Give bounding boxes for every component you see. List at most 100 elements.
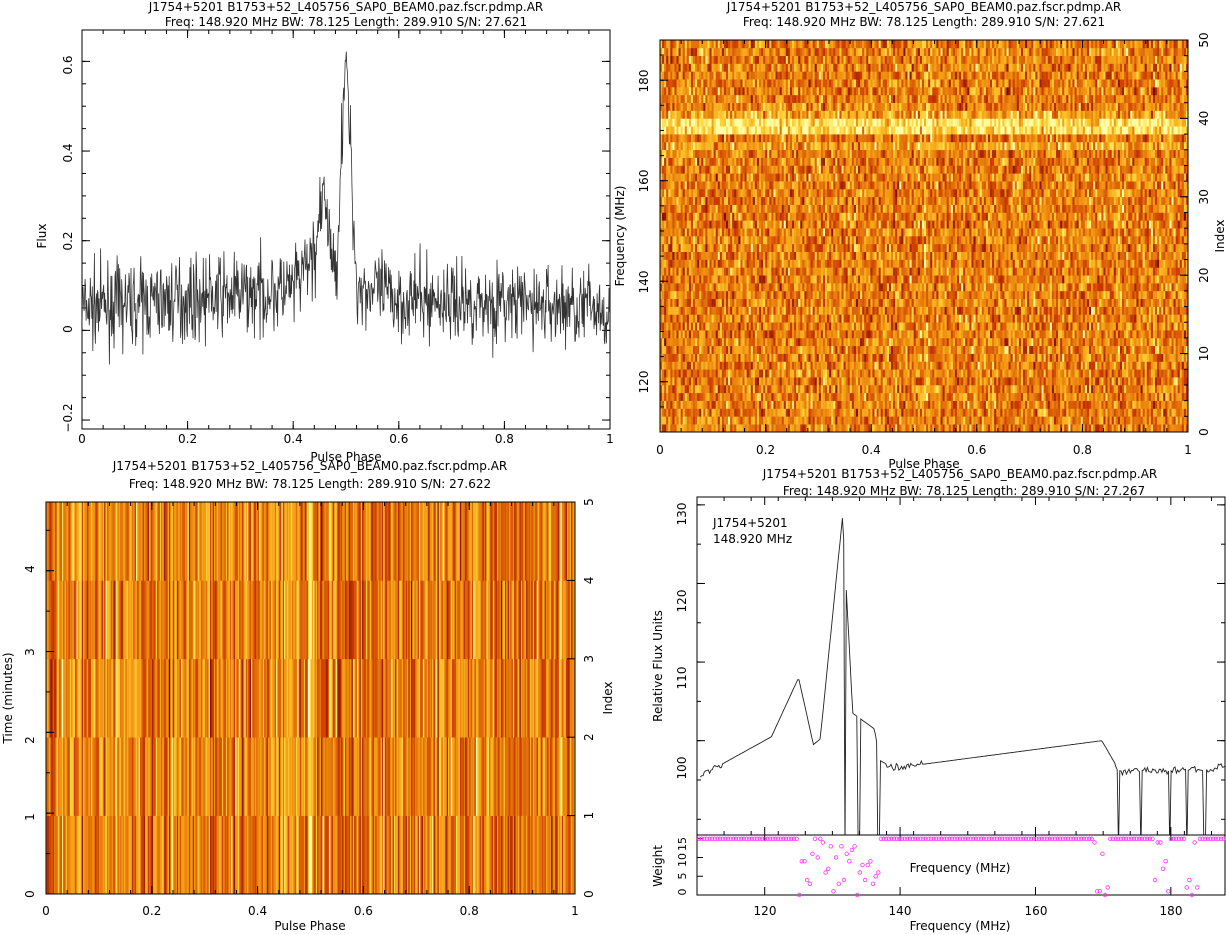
heat-cell bbox=[880, 392, 884, 401]
heat-cell bbox=[682, 384, 686, 394]
heat-cell bbox=[1148, 330, 1152, 339]
heat-cell bbox=[756, 337, 760, 347]
heat-cell bbox=[1105, 377, 1108, 386]
heat-cell bbox=[684, 353, 688, 362]
heat-cell bbox=[1091, 330, 1094, 339]
heat-cell bbox=[827, 424, 830, 433]
heat-cell bbox=[695, 424, 698, 433]
heat-cell bbox=[695, 290, 698, 300]
heat-cell bbox=[1122, 330, 1125, 339]
heat-cell bbox=[814, 298, 818, 307]
heat-cell bbox=[752, 377, 756, 386]
heat-cell bbox=[787, 424, 791, 433]
heat-cell bbox=[1144, 369, 1148, 378]
heat-cell bbox=[822, 290, 826, 300]
heat-cell bbox=[831, 392, 834, 401]
heat-cell bbox=[1122, 377, 1125, 386]
heat-cell bbox=[732, 361, 735, 370]
heat-cell bbox=[783, 306, 787, 315]
heat-cell bbox=[709, 283, 712, 292]
heat-cell bbox=[973, 353, 976, 362]
heat-cell bbox=[858, 369, 861, 378]
heat-cell bbox=[1058, 345, 1061, 354]
heat-cell bbox=[1175, 369, 1178, 378]
heat-cell bbox=[1023, 408, 1026, 417]
heat-cell bbox=[761, 298, 764, 307]
heat-cell bbox=[1020, 392, 1024, 401]
heat-cell bbox=[996, 361, 999, 370]
heat-cell bbox=[936, 283, 939, 292]
heat-cell bbox=[913, 400, 917, 409]
heat-cell bbox=[1146, 298, 1150, 307]
heat-cell bbox=[1066, 424, 1069, 433]
heat-cell bbox=[670, 290, 673, 300]
heat-cell bbox=[746, 369, 749, 378]
heat-cell bbox=[1006, 361, 1009, 370]
heat-cell bbox=[934, 424, 937, 433]
heat-cell bbox=[855, 306, 859, 315]
heat-cell bbox=[732, 306, 735, 315]
heat-cell bbox=[1181, 361, 1185, 370]
heat-cell bbox=[744, 345, 747, 354]
heat-cell bbox=[1132, 283, 1135, 292]
heat-cell bbox=[827, 392, 830, 401]
heat-cell bbox=[1033, 306, 1036, 315]
heat-cell bbox=[709, 330, 712, 339]
heat-cell bbox=[985, 298, 989, 307]
heat-cell bbox=[1066, 408, 1069, 417]
heat-cell bbox=[1084, 392, 1088, 401]
heat-cell bbox=[711, 384, 714, 394]
heat-cell bbox=[862, 322, 865, 331]
heat-cell bbox=[779, 392, 782, 401]
heat-cell bbox=[835, 392, 838, 401]
heat-cell bbox=[831, 330, 834, 339]
heat-cell bbox=[833, 306, 836, 315]
heat-cell bbox=[938, 290, 941, 300]
heat-cell bbox=[1183, 290, 1187, 300]
heat-cell bbox=[1109, 377, 1112, 386]
heat-cell bbox=[1157, 384, 1160, 394]
heat-cell bbox=[938, 369, 941, 378]
heat-cell bbox=[1066, 314, 1069, 323]
heat-cell bbox=[866, 400, 869, 409]
heat-cell bbox=[973, 337, 976, 347]
heat-cell bbox=[820, 361, 824, 370]
heat-cell bbox=[800, 290, 803, 300]
heat-cell bbox=[1130, 345, 1133, 354]
heat-cell bbox=[994, 416, 997, 425]
heat-cell bbox=[781, 369, 785, 378]
heat-cell bbox=[1045, 400, 1049, 409]
heat-cell bbox=[940, 283, 943, 292]
heat-cell bbox=[1138, 377, 1141, 386]
heat-cell bbox=[886, 314, 890, 323]
heat-cell bbox=[779, 345, 782, 354]
heat-cell bbox=[752, 290, 756, 300]
heat-cell bbox=[990, 322, 993, 331]
heat-cell bbox=[998, 283, 1001, 292]
heat-cell bbox=[699, 392, 702, 401]
heat-cell bbox=[942, 392, 945, 401]
heat-cell bbox=[1006, 306, 1009, 315]
heat-cell bbox=[1000, 283, 1003, 292]
heat-cell bbox=[961, 322, 964, 331]
heat-cell bbox=[1049, 298, 1053, 307]
heat-cell bbox=[1140, 337, 1143, 347]
heat-cell bbox=[853, 400, 857, 409]
heat-cell bbox=[769, 337, 772, 347]
heat-cell bbox=[1093, 290, 1096, 300]
heat-cell bbox=[895, 392, 898, 401]
heat-cell bbox=[1103, 369, 1106, 378]
heat-cell bbox=[1146, 322, 1150, 331]
heat-cell bbox=[866, 384, 869, 394]
heat-cell bbox=[808, 353, 811, 362]
heat-cell bbox=[1099, 314, 1102, 323]
heat-cell bbox=[664, 345, 667, 354]
heat-cell bbox=[880, 424, 884, 433]
heat-cell bbox=[682, 345, 686, 354]
heat-cell bbox=[794, 314, 797, 323]
heat-cell bbox=[855, 424, 859, 433]
heat-cell bbox=[820, 283, 824, 292]
heat-cell bbox=[1161, 306, 1164, 315]
heat-cell bbox=[899, 322, 902, 331]
heat-cell bbox=[728, 424, 731, 433]
